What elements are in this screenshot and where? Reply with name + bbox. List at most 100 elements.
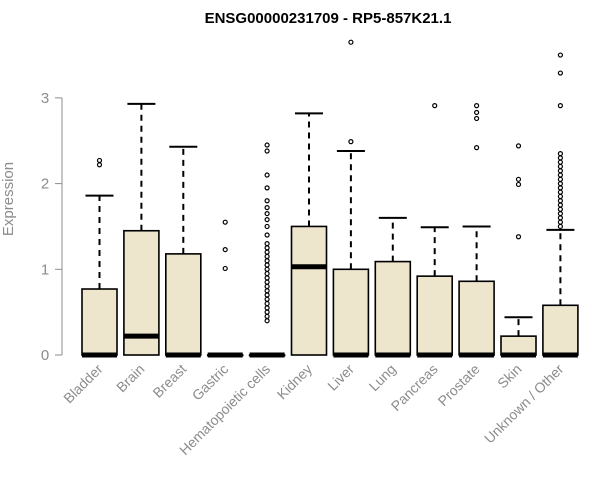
outlier-point [432, 103, 438, 109]
x-tick-label: Breast [149, 361, 189, 401]
box-iqr [500, 335, 537, 356]
outlier-point [264, 172, 270, 178]
box-iqr [458, 280, 495, 356]
x-tick-label: Brain [113, 361, 147, 395]
box-iqr [290, 225, 328, 356]
outlier-point [557, 202, 564, 208]
box-group [123, 102, 160, 356]
x-tick-label: Pancreas [388, 361, 441, 414]
outlier-point [264, 232, 270, 238]
box-iqr [416, 275, 454, 356]
outlier-point [515, 181, 522, 188]
outlier-point [264, 270, 270, 277]
box-group [290, 112, 328, 356]
outlier-point [515, 234, 522, 240]
outlier-point [557, 155, 564, 161]
outlier-point [222, 219, 228, 225]
outlier-point [348, 139, 354, 145]
outlier-point [264, 283, 270, 290]
box-iqr [165, 253, 202, 356]
y-tick-label: 3 [41, 90, 49, 107]
y-tick-label: 1 [41, 261, 49, 278]
outlier-point [557, 159, 564, 165]
outlier-point [557, 168, 564, 174]
box-iqr [81, 288, 118, 356]
y-tick-label: 0 [41, 347, 49, 364]
outlier-point [557, 185, 564, 191]
outlier-point [264, 262, 270, 268]
outlier-point [222, 265, 228, 272]
outlier-point [264, 318, 270, 324]
outlier-point [515, 143, 522, 149]
outlier-point [264, 223, 270, 230]
y-axis: 0 1 2 3 [41, 90, 63, 364]
outlier-point [557, 163, 564, 170]
outlier-point [557, 189, 564, 195]
outlier-point [264, 258, 270, 264]
box-group [374, 216, 412, 358]
outlier-point [264, 249, 270, 255]
box-group [332, 39, 370, 358]
y-axis-label: Expression [0, 162, 17, 236]
box-group [416, 103, 454, 358]
outlier-point [474, 115, 480, 122]
outlier-point [474, 145, 480, 151]
outlier-point [264, 142, 270, 148]
outlier-point [264, 313, 270, 320]
box-group [248, 142, 286, 358]
outlier-point [264, 292, 270, 298]
x-tick-label: Unknown / Other [481, 361, 567, 447]
outlier-point [264, 245, 270, 251]
outlier-point [557, 176, 564, 182]
y-tick-label: 2 [41, 176, 49, 193]
outlier-point [264, 198, 270, 204]
outlier-point [264, 210, 270, 217]
outlier-point [264, 300, 270, 307]
x-tick-label: Liver [324, 361, 357, 394]
outlier-point [557, 206, 564, 212]
outlier-point [264, 216, 270, 223]
outlier-point [557, 193, 564, 200]
outlier-point [557, 70, 564, 76]
outlier-point [557, 198, 564, 204]
box-group [458, 103, 495, 358]
outlier-point [557, 223, 564, 230]
outlier-point [96, 162, 103, 168]
box-group [165, 145, 202, 358]
outlier-point [557, 103, 564, 109]
outlier-point [557, 181, 564, 187]
x-tick-label: Skin [494, 361, 525, 392]
outlier-point [264, 279, 270, 285]
outlier-point [264, 266, 270, 272]
plot-layer [81, 39, 579, 358]
outlier-point [557, 219, 564, 225]
outlier-point [474, 109, 480, 116]
chart-title: ENSG00000231709 - RP5-857K21.1 [205, 10, 452, 27]
outlier-point [557, 210, 564, 217]
outlier-point [264, 148, 270, 154]
outlier-point [264, 296, 270, 302]
x-tick-label: Kidney [274, 361, 316, 403]
outlier-point [96, 157, 103, 164]
box-iqr [542, 304, 579, 356]
box-iqr [374, 260, 412, 356]
outlier-point [557, 52, 564, 58]
outlier-point [264, 253, 270, 260]
outlier-point [264, 185, 270, 191]
x-tick-label: Bladder [60, 361, 106, 407]
outlier-point [264, 240, 270, 247]
outlier-point [557, 172, 564, 178]
outlier-point [264, 309, 270, 315]
outlier-point [222, 246, 228, 253]
box-group [500, 143, 537, 358]
outlier-point [348, 39, 354, 45]
outlier-point [515, 176, 522, 182]
outlier-point [474, 103, 480, 109]
box-group [542, 52, 579, 358]
outlier-point [264, 275, 270, 281]
outlier-point [264, 288, 270, 294]
outlier-point [264, 305, 270, 311]
box-group [206, 219, 244, 358]
